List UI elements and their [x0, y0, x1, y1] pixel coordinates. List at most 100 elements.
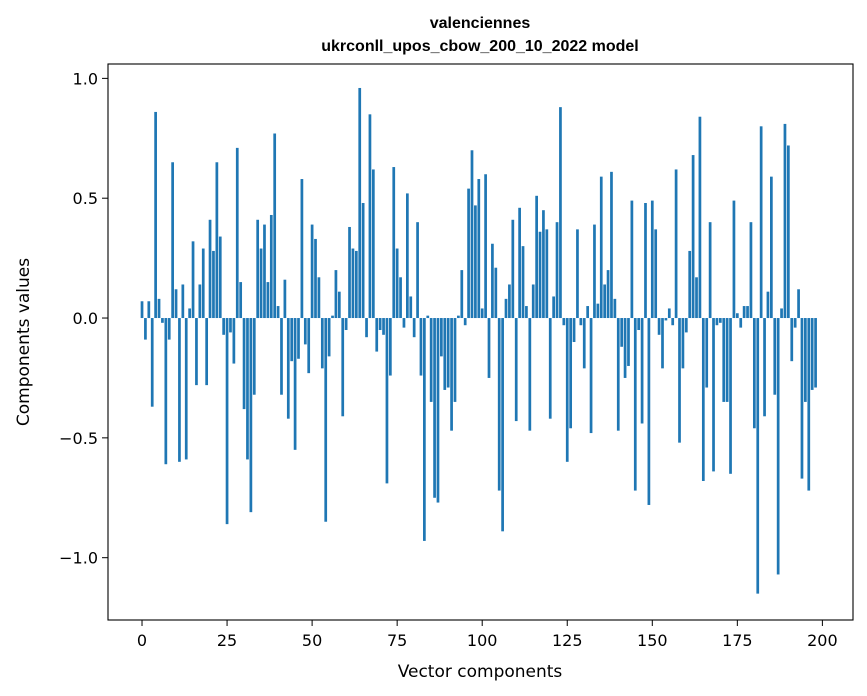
bar: [545, 229, 549, 319]
bar: [613, 298, 617, 319]
bar: [497, 318, 501, 491]
bar: [259, 248, 263, 319]
bar: [521, 246, 525, 319]
bar: [174, 289, 178, 319]
bar: [191, 241, 195, 319]
bar: [705, 318, 709, 388]
bar: [242, 318, 246, 410]
bar: [722, 318, 726, 402]
bar: [654, 229, 658, 319]
bar: [589, 318, 593, 434]
bar: [647, 318, 651, 505]
bar: [739, 318, 743, 328]
bar: [491, 243, 494, 319]
bar: [671, 318, 675, 326]
bar: [715, 318, 719, 326]
bar: [698, 116, 702, 319]
chart-subtitle: ukrconll_upos_cbow_200_10_2022 model: [321, 38, 638, 55]
bar: [317, 277, 321, 319]
bar: [787, 145, 790, 319]
bar: [446, 318, 450, 388]
bar: [334, 270, 338, 319]
bar: [596, 303, 600, 319]
bar: [307, 318, 311, 374]
bar: [691, 155, 695, 319]
bar: [627, 318, 630, 366]
bar: [555, 222, 559, 319]
bar: [354, 250, 358, 319]
bar: [542, 210, 545, 319]
bar: [365, 318, 368, 338]
y-tick-label: 0.5: [73, 189, 98, 208]
bar: [708, 222, 712, 319]
bar: [776, 318, 780, 575]
bar: [746, 306, 749, 319]
bar: [718, 318, 722, 323]
bar: [276, 306, 280, 319]
bar: [678, 318, 681, 443]
bar: [525, 306, 528, 319]
bar: [409, 296, 413, 319]
bar: [630, 200, 634, 319]
bar: [763, 318, 766, 417]
bar: [487, 318, 491, 378]
bar: [790, 318, 794, 362]
bar: [252, 318, 256, 395]
bar: [773, 318, 777, 395]
x-tick-label: 25: [217, 631, 237, 650]
bar: [269, 214, 273, 319]
bar: [800, 318, 804, 479]
x-tick-label: 50: [302, 631, 322, 650]
bar: [436, 318, 440, 503]
bar: [770, 176, 773, 319]
bar: [579, 318, 583, 326]
bar: [327, 318, 331, 357]
bar: [783, 123, 787, 319]
bar-series: [140, 87, 817, 594]
bar: [184, 318, 188, 460]
bar: [586, 306, 590, 319]
bar: [144, 318, 147, 340]
bar: [742, 306, 746, 319]
bar: [603, 284, 607, 319]
bar: [273, 133, 277, 319]
bar: [215, 162, 219, 319]
bar: [310, 224, 314, 319]
bar: [348, 226, 351, 319]
bar: [712, 318, 715, 472]
bar: [637, 318, 641, 331]
bar: [392, 167, 396, 319]
bar: [664, 318, 668, 321]
bar: [684, 318, 688, 333]
bar: [576, 229, 579, 319]
bar: [514, 318, 518, 422]
bar: [460, 270, 464, 319]
bar: [450, 318, 453, 431]
bar: [467, 188, 470, 319]
bar: [650, 200, 654, 319]
x-axis-ticks: 0 25 50 75 100 125 150 175 200: [137, 620, 838, 650]
bar: [729, 318, 732, 474]
bar: [246, 318, 249, 460]
x-tick-label: 200: [807, 631, 838, 650]
bar: [195, 318, 198, 386]
bar: [538, 231, 542, 319]
bar: [205, 318, 209, 386]
bar: [749, 222, 753, 319]
bar: [429, 318, 433, 402]
bar: [351, 248, 355, 319]
bar: [385, 318, 389, 484]
bar: [402, 318, 406, 328]
bar: [201, 248, 205, 319]
bar: [695, 277, 698, 319]
x-tick-label: 175: [722, 631, 753, 650]
bar: [154, 111, 157, 319]
bar: [640, 318, 644, 424]
bar: [280, 318, 283, 395]
y-tick-label: 0.0: [73, 309, 98, 328]
bar: [661, 318, 664, 369]
bar: [293, 318, 297, 450]
bar: [297, 318, 300, 359]
bar: [610, 171, 613, 319]
bar: [368, 114, 372, 319]
